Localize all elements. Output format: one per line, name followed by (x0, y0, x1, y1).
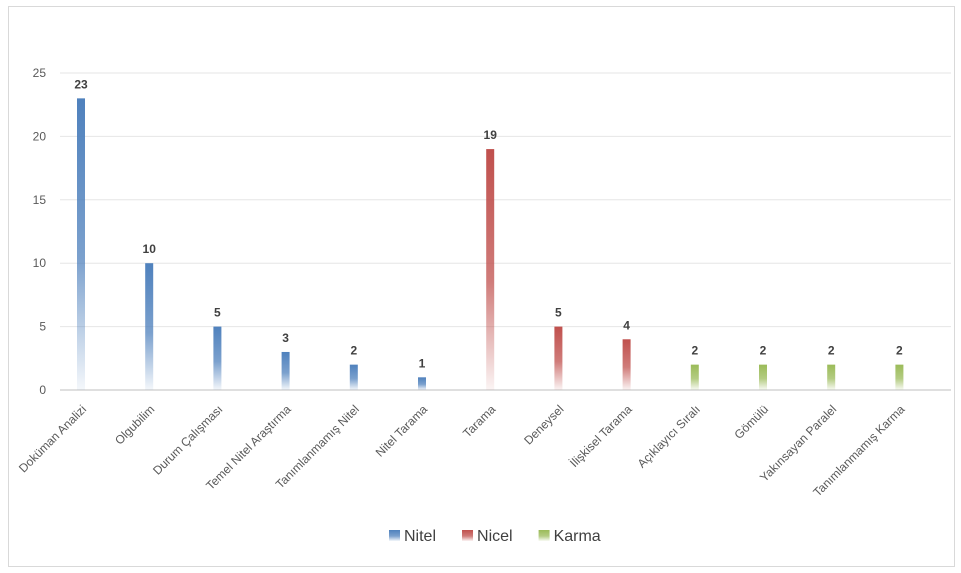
legend-swatch (389, 530, 400, 541)
y-tick-label: 5 (39, 320, 46, 334)
y-tick-label: 10 (33, 256, 47, 270)
data-label: 10 (143, 242, 157, 256)
category-label: Gömülü (732, 402, 772, 442)
data-label: 4 (623, 318, 630, 332)
data-label: 23 (74, 77, 88, 91)
y-axis-ticks: 0 5 10 15 20 25 (33, 66, 47, 397)
data-label: 2 (760, 344, 767, 358)
bar (690, 364, 699, 390)
y-tick-label: 25 (33, 66, 47, 80)
legend-label: Nitel (404, 528, 436, 545)
bar (77, 98, 85, 391)
category-label: Doküman Analizi (16, 402, 89, 475)
data-label: 5 (555, 306, 562, 320)
category-label: Nitel Tarama (373, 402, 431, 460)
category-label: Deneysel (521, 402, 566, 447)
bar (554, 326, 563, 390)
bars (77, 98, 904, 391)
bar (145, 263, 154, 390)
bar (213, 326, 222, 390)
legend-swatch (462, 530, 474, 541)
data-label: 2 (828, 344, 835, 358)
category-label: Durum Çalışması (150, 402, 225, 477)
legend-swatch (538, 530, 550, 541)
y-tick-label: 0 (39, 383, 46, 397)
legend-item: Nicel (462, 528, 513, 545)
bar (349, 364, 358, 390)
data-label: 5 (214, 306, 221, 320)
bar (622, 339, 631, 390)
legend-item: Karma (538, 528, 601, 545)
data-label: 1 (419, 356, 426, 370)
bar (486, 149, 495, 390)
category-label: Açıklayıcı Sıralı (635, 402, 703, 470)
legend-item: Nitel (389, 528, 436, 545)
legend-label: Nicel (477, 528, 513, 545)
legend: Nitel Nicel Karma (389, 528, 601, 545)
legend-label: Karma (554, 528, 601, 545)
gridlines (60, 72, 951, 391)
y-tick-label: 15 (33, 193, 47, 207)
chart-frame (8, 6, 955, 567)
y-tick-label: 20 (33, 129, 47, 143)
bar (418, 377, 426, 390)
data-labels: 23 10 5 3 2 1 19 5 4 2 2 2 2 (74, 77, 903, 370)
category-label: İlişkisel Tarama (567, 402, 635, 470)
data-label: 2 (691, 344, 698, 358)
bar (895, 364, 904, 390)
bar (759, 364, 767, 390)
data-label: 3 (282, 331, 289, 345)
bar (827, 364, 836, 390)
bar (281, 351, 290, 390)
data-label: 19 (484, 128, 498, 142)
category-label: Tarama (460, 402, 498, 440)
data-label: 2 (350, 344, 357, 358)
data-label: 2 (896, 344, 903, 358)
category-label: Olgubilim (112, 402, 157, 447)
